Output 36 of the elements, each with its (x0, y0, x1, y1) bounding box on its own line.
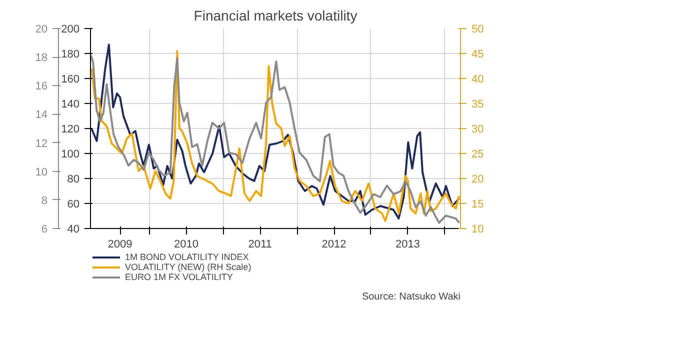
y3-tick-label: 20 (35, 24, 48, 36)
y2-tick-label: 45 (472, 48, 484, 60)
y2-tick-label: 15 (472, 198, 484, 210)
y2-tick-label: 20 (472, 174, 484, 186)
y2-tick-label: 35 (472, 98, 484, 110)
legend-label: VOLATILITY (NEW) (RH Scale) (125, 262, 252, 272)
source-note: Source: Natsuko Waki (362, 292, 461, 302)
y-tick-label: 200 (61, 24, 80, 36)
legend-label: EURO 1M FX VOLATILITY (125, 272, 233, 282)
y2-tick-label: 40 (472, 74, 484, 86)
y3-tick-label: 10 (35, 166, 48, 178)
y2-tick-label: 10 (472, 224, 484, 236)
y3-tick-label: 18 (35, 52, 48, 64)
y3-tick-label: 6 (41, 224, 48, 236)
y-tick-label: 100 (61, 148, 80, 160)
y2-tick-label: 30 (472, 124, 484, 136)
y3-tick-label: 16 (35, 80, 48, 93)
y-tick-label: 120 (61, 124, 80, 136)
y-tick-label: 40 (67, 224, 80, 236)
y3-tick-label: 8 (41, 194, 48, 207)
x-tick-label: 2012 (322, 238, 346, 250)
y-tick-label: 140 (61, 98, 80, 110)
y-tick-label: 180 (61, 48, 80, 60)
y3-tick-label: 12 (35, 138, 48, 150)
y-tick-label: 80 (67, 174, 80, 186)
x-tick-label: 2009 (108, 238, 132, 250)
y2-tick-label: 25 (472, 148, 484, 160)
y2-tick-label: 50 (472, 24, 484, 36)
legend-label: 1M BOND VOLATILITY INDEX (125, 252, 249, 262)
y-tick-label: 160 (61, 74, 80, 86)
x-tick-label: 2010 (174, 238, 199, 250)
chart-title: Financial markets volatility (194, 8, 358, 24)
x-tick-label: 2013 (396, 238, 420, 250)
x-tick-label: 2011 (248, 238, 272, 250)
y3-tick-label: 14 (35, 109, 48, 122)
y-tick-label: 60 (67, 198, 80, 210)
